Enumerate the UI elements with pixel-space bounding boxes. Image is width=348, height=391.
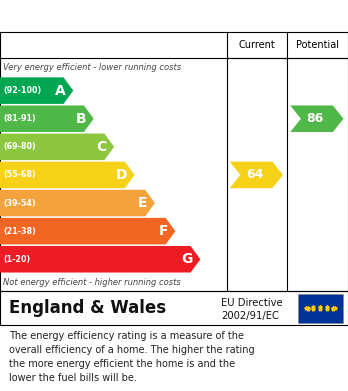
Text: Not energy efficient - higher running costs: Not energy efficient - higher running co… bbox=[3, 278, 181, 287]
Text: E: E bbox=[138, 196, 148, 210]
Text: G: G bbox=[182, 252, 193, 266]
Text: C: C bbox=[96, 140, 107, 154]
Text: (92-100): (92-100) bbox=[3, 86, 42, 95]
Text: 2002/91/EC: 2002/91/EC bbox=[221, 311, 279, 321]
Text: B: B bbox=[76, 112, 86, 126]
Text: (21-38): (21-38) bbox=[3, 227, 36, 236]
Text: A: A bbox=[55, 84, 66, 98]
Polygon shape bbox=[230, 161, 283, 188]
Text: 64: 64 bbox=[246, 169, 263, 181]
Polygon shape bbox=[0, 134, 114, 160]
Polygon shape bbox=[0, 161, 135, 188]
Text: 86: 86 bbox=[307, 112, 324, 125]
Text: D: D bbox=[116, 168, 127, 182]
Text: (55-68): (55-68) bbox=[3, 170, 36, 179]
Text: (81-91): (81-91) bbox=[3, 114, 36, 123]
Text: (69-80): (69-80) bbox=[3, 142, 36, 151]
Polygon shape bbox=[0, 106, 94, 132]
Text: (1-20): (1-20) bbox=[3, 255, 31, 264]
Text: F: F bbox=[159, 224, 168, 238]
Bar bbox=[298, 294, 343, 323]
Polygon shape bbox=[0, 218, 175, 244]
Text: Potential: Potential bbox=[296, 40, 339, 50]
Polygon shape bbox=[0, 77, 73, 104]
Text: EU Directive: EU Directive bbox=[221, 298, 283, 308]
Polygon shape bbox=[0, 190, 155, 216]
Text: Very energy efficient - lower running costs: Very energy efficient - lower running co… bbox=[3, 63, 182, 72]
Polygon shape bbox=[290, 106, 343, 132]
Text: The energy efficiency rating is a measure of the
overall efficiency of a home. T: The energy efficiency rating is a measur… bbox=[9, 330, 254, 382]
Text: Energy Efficiency Rating: Energy Efficiency Rating bbox=[9, 9, 219, 23]
Text: (39-54): (39-54) bbox=[3, 199, 36, 208]
Text: England & Wales: England & Wales bbox=[9, 299, 166, 317]
Polygon shape bbox=[0, 246, 200, 273]
Text: Current: Current bbox=[239, 40, 276, 50]
